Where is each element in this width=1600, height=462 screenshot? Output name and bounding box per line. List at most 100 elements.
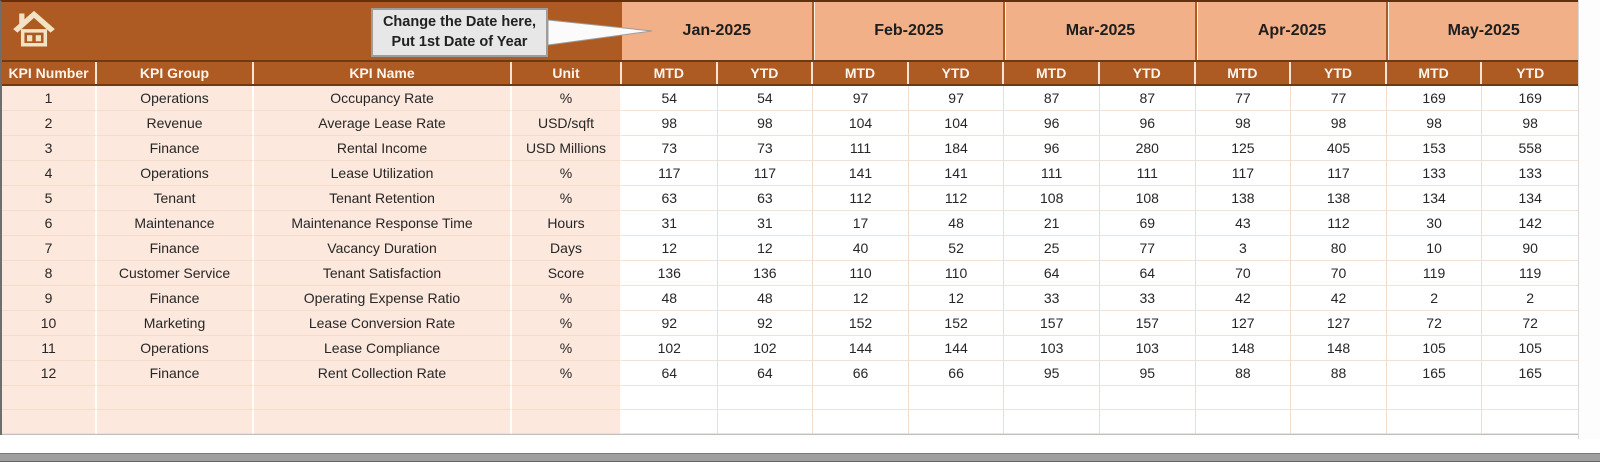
cell-kpi-number[interactable]: 5 xyxy=(2,186,97,211)
cell-value-r11-c1[interactable]: 102 xyxy=(622,336,718,361)
month-header-mar-2025[interactable]: Mar-2025 xyxy=(1005,2,1195,60)
cell-value-r9-c1[interactable]: 48 xyxy=(622,286,718,311)
cell-kpi-name[interactable]: Rental Income xyxy=(254,136,512,161)
cell-value-r2-c2[interactable]: 98 xyxy=(717,111,814,136)
cell-kpi-group[interactable]: Finance xyxy=(97,236,254,261)
cell-value-r5-c1[interactable]: 63 xyxy=(622,186,718,211)
cell-value-r4-c4[interactable]: 141 xyxy=(908,161,1005,186)
cell-empty[interactable] xyxy=(622,410,718,434)
cell-empty[interactable] xyxy=(1099,410,1196,434)
column-header-feb-2025-ytd[interactable]: YTD xyxy=(908,62,1005,84)
cell-value-r4-c10[interactable]: 133 xyxy=(1482,161,1578,186)
cell-value-r7-c7[interactable]: 3 xyxy=(1195,236,1292,261)
cell-value-r10-c6[interactable]: 157 xyxy=(1099,311,1196,336)
cell-kpi-group[interactable]: Finance xyxy=(97,286,254,311)
cell-value-r1-c1[interactable]: 54 xyxy=(622,86,718,111)
cell-empty[interactable] xyxy=(813,386,909,410)
cell-kpi-number[interactable]: 3 xyxy=(2,136,97,161)
cell-value-r5-c10[interactable]: 134 xyxy=(1482,186,1578,211)
cell-kpi-unit[interactable]: Hours xyxy=(512,211,622,236)
cell-value-r1-c4[interactable]: 97 xyxy=(908,86,1005,111)
cell-empty[interactable] xyxy=(254,410,512,434)
cell-value-r12-c1[interactable]: 64 xyxy=(622,361,718,386)
cell-value-r3-c4[interactable]: 184 xyxy=(908,136,1005,161)
cell-value-r11-c5[interactable]: 103 xyxy=(1004,336,1100,361)
cell-empty[interactable] xyxy=(1482,410,1578,434)
cell-value-r12-c10[interactable]: 165 xyxy=(1482,361,1578,386)
cell-value-r1-c9[interactable]: 169 xyxy=(1386,86,1483,111)
cell-value-r12-c9[interactable]: 165 xyxy=(1386,361,1483,386)
cell-kpi-group[interactable]: Finance xyxy=(97,361,254,386)
cell-value-r7-c4[interactable]: 52 xyxy=(908,236,1005,261)
cell-value-r8-c1[interactable]: 136 xyxy=(622,261,718,286)
column-header-kpi-number[interactable]: KPI Number xyxy=(2,62,97,84)
cell-value-r2-c6[interactable]: 96 xyxy=(1099,111,1196,136)
cell-empty[interactable] xyxy=(97,386,254,410)
cell-kpi-name[interactable]: Average Lease Rate xyxy=(254,111,512,136)
cell-value-r6-c8[interactable]: 112 xyxy=(1291,211,1387,236)
cell-value-r9-c6[interactable]: 33 xyxy=(1099,286,1196,311)
cell-value-r10-c5[interactable]: 157 xyxy=(1004,311,1100,336)
month-header-feb-2025[interactable]: Feb-2025 xyxy=(813,2,1004,60)
cell-value-r7-c3[interactable]: 40 xyxy=(813,236,909,261)
cell-value-r2-c10[interactable]: 98 xyxy=(1482,111,1578,136)
cell-value-r3-c6[interactable]: 280 xyxy=(1099,136,1196,161)
cell-value-r12-c5[interactable]: 95 xyxy=(1004,361,1100,386)
cell-kpi-unit[interactable]: % xyxy=(512,161,622,186)
cell-value-r6-c7[interactable]: 43 xyxy=(1195,211,1292,236)
cell-kpi-unit[interactable]: % xyxy=(512,311,622,336)
cell-kpi-number[interactable]: 8 xyxy=(2,261,97,286)
cell-value-r1-c8[interactable]: 77 xyxy=(1291,86,1387,111)
cell-value-r8-c9[interactable]: 119 xyxy=(1386,261,1483,286)
column-header-mar-2025-mtd[interactable]: MTD xyxy=(1004,62,1100,84)
cell-value-r6-c10[interactable]: 142 xyxy=(1482,211,1578,236)
cell-value-r3-c3[interactable]: 111 xyxy=(813,136,909,161)
cell-value-r5-c2[interactable]: 63 xyxy=(717,186,814,211)
cell-value-r5-c6[interactable]: 108 xyxy=(1099,186,1196,211)
cell-empty[interactable] xyxy=(1195,386,1292,410)
cell-empty[interactable] xyxy=(1004,386,1100,410)
cell-value-r6-c2[interactable]: 31 xyxy=(717,211,814,236)
cell-empty[interactable] xyxy=(717,386,814,410)
column-header-kpi-group[interactable]: KPI Group xyxy=(97,62,254,84)
cell-value-r4-c2[interactable]: 117 xyxy=(717,161,814,186)
cell-kpi-unit[interactable]: % xyxy=(512,286,622,311)
home-icon[interactable] xyxy=(12,10,56,52)
cell-value-r11-c4[interactable]: 144 xyxy=(908,336,1005,361)
cell-kpi-group[interactable]: Marketing xyxy=(97,311,254,336)
cell-value-r8-c3[interactable]: 110 xyxy=(813,261,909,286)
cell-value-r11-c6[interactable]: 103 xyxy=(1099,336,1196,361)
cell-value-r5-c4[interactable]: 112 xyxy=(908,186,1005,211)
cell-empty[interactable] xyxy=(97,410,254,434)
cell-value-r10-c4[interactable]: 152 xyxy=(908,311,1005,336)
cell-value-r12-c2[interactable]: 64 xyxy=(717,361,814,386)
cell-value-r6-c1[interactable]: 31 xyxy=(622,211,718,236)
cell-value-r5-c3[interactable]: 112 xyxy=(813,186,909,211)
cell-kpi-name[interactable]: Rent Collection Rate xyxy=(254,361,512,386)
cell-value-r11-c2[interactable]: 102 xyxy=(717,336,814,361)
cell-kpi-number[interactable]: 6 xyxy=(2,211,97,236)
cell-kpi-unit[interactable]: Days xyxy=(512,236,622,261)
cell-kpi-number[interactable]: 12 xyxy=(2,361,97,386)
cell-value-r6-c9[interactable]: 30 xyxy=(1386,211,1483,236)
cell-value-r4-c7[interactable]: 117 xyxy=(1195,161,1292,186)
cell-kpi-group[interactable]: Revenue xyxy=(97,111,254,136)
cell-kpi-group[interactable]: Finance xyxy=(97,136,254,161)
cell-value-r7-c6[interactable]: 77 xyxy=(1099,236,1196,261)
cell-value-r3-c5[interactable]: 96 xyxy=(1004,136,1100,161)
month-header-apr-2025[interactable]: Apr-2025 xyxy=(1196,2,1387,60)
column-header-may-2025-mtd[interactable]: MTD xyxy=(1386,62,1483,84)
cell-kpi-number[interactable]: 2 xyxy=(2,111,97,136)
cell-value-r6-c5[interactable]: 21 xyxy=(1004,211,1100,236)
cell-value-r7-c10[interactable]: 90 xyxy=(1482,236,1578,261)
cell-value-r1-c7[interactable]: 77 xyxy=(1195,86,1292,111)
cell-value-r12-c4[interactable]: 66 xyxy=(908,361,1005,386)
cell-value-r12-c8[interactable]: 88 xyxy=(1291,361,1387,386)
column-header-may-2025-ytd[interactable]: YTD xyxy=(1482,62,1578,84)
cell-value-r9-c4[interactable]: 12 xyxy=(908,286,1005,311)
cell-value-r10-c7[interactable]: 127 xyxy=(1195,311,1292,336)
cell-value-r4-c6[interactable]: 111 xyxy=(1099,161,1196,186)
cell-value-r12-c7[interactable]: 88 xyxy=(1195,361,1292,386)
column-header-apr-2025-mtd[interactable]: MTD xyxy=(1195,62,1292,84)
cell-empty[interactable] xyxy=(717,410,814,434)
